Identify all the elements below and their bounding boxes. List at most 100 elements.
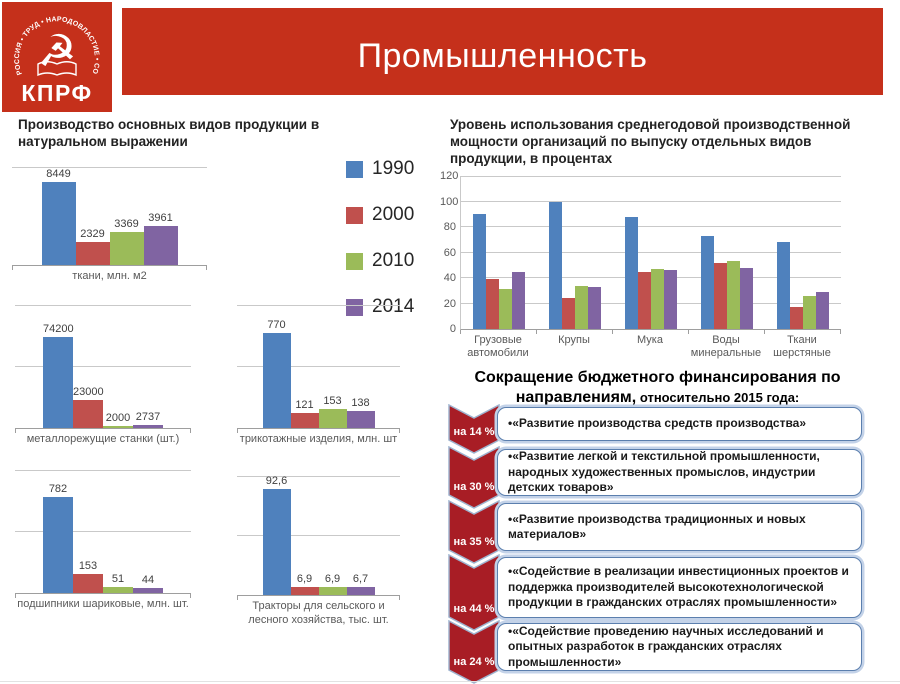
reduction-percent: на 24 %: [453, 656, 495, 668]
bar-with-label: 44: [133, 470, 163, 593]
down-chevron-arrow-icon: на 14 %: [448, 404, 500, 454]
bar-group: [613, 176, 689, 329]
reduction-list: на 14 % •«Развитие производства средств …: [448, 404, 862, 684]
logo-party-name: КПРФ: [21, 80, 92, 106]
chart-capacity-utilization: Грузовые автомобили Крупы Мука Воды минерал…: [440, 170, 860, 370]
chart-machine-tools: 74200 23000 2000 2737 металлорежущие станки…: [15, 305, 191, 447]
chart-ball-bearings: 782 153 51 44 подшипники шариковые, млн. шт…: [15, 470, 191, 612]
gridline: [237, 534, 400, 536]
bars-group: 782 153 51 44: [15, 470, 191, 593]
bar-with-label: 153: [318, 305, 347, 428]
bar-with-label: 74200: [43, 305, 74, 428]
category-label: Ткани шерстяные: [773, 334, 831, 360]
bar-value-label: 6,9: [324, 572, 341, 585]
bar: [103, 425, 133, 428]
bar: [133, 587, 163, 593]
down-chevron-arrow-icon: на 30 %: [448, 446, 500, 509]
bar-value-label: 92,6: [265, 475, 288, 487]
x-axis-tick: [764, 330, 765, 334]
bar-value-label: 6,9: [296, 572, 313, 585]
x-axis-tick: [840, 330, 841, 334]
bar-value-label: 153: [323, 395, 342, 408]
reduction-text: •«Содействие проведению научных исследов…: [508, 623, 824, 669]
chart-plot-area: [460, 176, 841, 330]
reduction-percent: на 14 %: [453, 426, 495, 438]
chart-fabrics: 8449 2329 3369 3961 ткани, млн. м2: [12, 167, 207, 284]
chart-category-axis: Грузовые автомобили Крупы Мука Воды минерал…: [460, 334, 840, 360]
bar: [318, 409, 347, 428]
bar-value-label: 153: [78, 560, 98, 573]
bar: [262, 333, 291, 428]
legend-swatch: [346, 160, 363, 178]
bar: [103, 586, 133, 593]
y-axis-tick-label: 20: [443, 297, 456, 310]
category-label: Мука: [637, 334, 663, 346]
bar-with-label: 8449: [41, 167, 76, 265]
header-banner: Промышленность: [122, 8, 883, 95]
bar-value-label: 2737: [135, 410, 161, 423]
y-axis-tick-label: 40: [443, 272, 456, 284]
bar: [638, 271, 651, 329]
bar: [73, 574, 103, 593]
gridline: [12, 167, 207, 168]
gridline: [15, 365, 191, 367]
legend-item: 2010: [346, 250, 414, 272]
bar: [473, 214, 486, 329]
legend-item: 2000: [346, 204, 414, 226]
y-axis-tick-label: 0: [449, 323, 456, 335]
bar-with-label: 6,9: [290, 476, 319, 595]
bar-with-label: 2000: [103, 305, 133, 428]
bar-with-label: 92,6: [262, 475, 291, 595]
bar-with-label: 6,9: [318, 476, 347, 595]
category-label: Грузовые автомобили: [467, 334, 529, 360]
reduction-item: на 35 % •«Развитие производства традицио…: [448, 500, 862, 564]
down-chevron-arrow-icon: на 44 %: [448, 554, 500, 631]
bar: [499, 289, 512, 329]
bar-with-label: 138: [346, 305, 375, 428]
chart-plot-area: 770 121 153 138: [237, 305, 400, 433]
bar-with-label: 23000: [73, 305, 104, 428]
bar-with-label: 6,7: [346, 476, 375, 595]
logo-background: [2, 2, 112, 112]
bar: [701, 235, 714, 329]
bar-value-label: 51: [111, 572, 125, 585]
bars-group: 74200 23000 2000 2737: [15, 305, 191, 428]
bar-value-label: 782: [48, 482, 68, 495]
bar-with-label: 3369: [109, 167, 144, 265]
legend-item: 2014: [346, 296, 414, 318]
bar: [575, 285, 588, 329]
category-label: Воды минеральные: [690, 334, 762, 360]
reduction-text-box: •«Содействие в реализации инвестиционных…: [497, 557, 862, 618]
gridline: [237, 365, 400, 367]
bar: [109, 231, 144, 265]
reduction-title-sub: относительно 2015 года:: [636, 390, 800, 405]
bar-groups: [461, 176, 841, 329]
bar-value-label: 44: [141, 573, 155, 586]
bar: [562, 298, 575, 329]
bar: [143, 226, 178, 265]
y-axis-tick-label: 60: [443, 246, 456, 259]
reduction-percent: на 35 %: [453, 536, 495, 548]
bar: [816, 292, 829, 329]
bar: [777, 242, 790, 329]
gridline: [461, 226, 841, 227]
legend-label: 2014: [372, 296, 415, 317]
legend-swatch: [346, 206, 363, 224]
chart-caption: Тракторы для сельского и лесного хозяйст…: [248, 600, 389, 626]
legend-swatch: [346, 252, 363, 270]
bar: [727, 261, 740, 329]
bar: [740, 267, 753, 329]
reduction-text-box: •«Развитие производства традиционных и н…: [497, 503, 862, 551]
bar-value-label: 23000: [73, 385, 104, 398]
gridline: [461, 251, 841, 253]
reduction-item: на 30 % •«Развитие легкой и текстильной …: [448, 446, 862, 509]
bars-group: 8449 2329 3369 3961: [12, 167, 207, 265]
bar: [43, 496, 73, 593]
bar-with-label: 2737: [133, 305, 163, 428]
bar: [588, 286, 601, 329]
x-axis-tick: [688, 330, 689, 334]
hammer-sickle-icon: ☭: [37, 26, 76, 77]
bar: [486, 279, 499, 329]
reduction-item: на 14 % •«Развитие производства средств …: [448, 404, 862, 454]
bar-value-label: 3369: [114, 217, 139, 230]
